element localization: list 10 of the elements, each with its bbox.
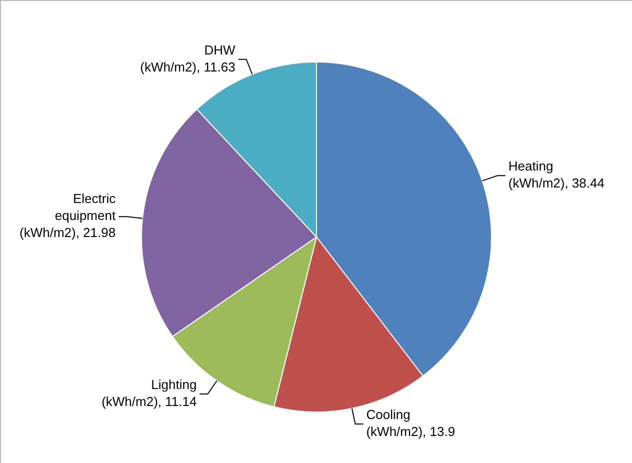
slice-label: Heating [508, 158, 554, 174]
slice-label: Electric equipment [54, 191, 116, 224]
data-label: (kWh/m2), 11.14 [102, 394, 197, 410]
data-label: (kWh/m2), 13.9 [366, 424, 456, 440]
data-label: (kWh/m2), 11.63 [140, 59, 236, 74]
slice-label: Cooling [366, 407, 410, 422]
slice-label: DHW [204, 42, 236, 58]
data-label: (kWh/m2), 38.44 [508, 176, 604, 191]
data-label: (kWh/m2), 21.98 [19, 225, 116, 240]
slice-label: Lighting [151, 377, 197, 392]
